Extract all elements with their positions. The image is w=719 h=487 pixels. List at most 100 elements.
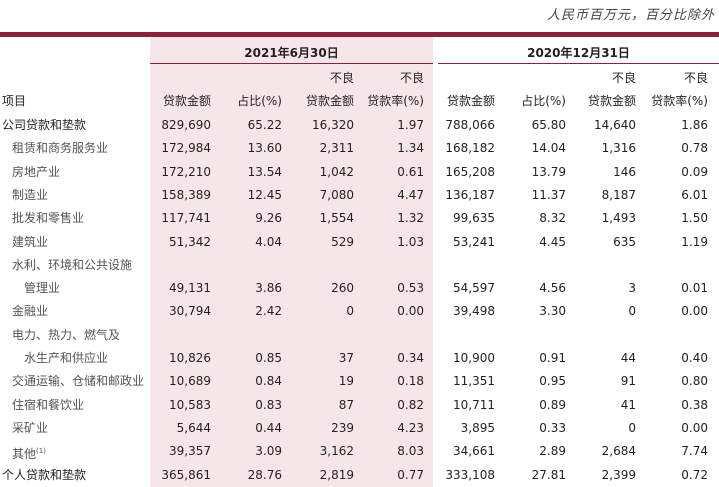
top-divider [0, 32, 719, 37]
row-label-text: 公司贷款和垫款 [2, 118, 87, 132]
cell-value: 5,644 [176, 420, 211, 435]
cell-value: 53,241 [453, 234, 495, 249]
cell-value: 44 [620, 351, 636, 365]
cell-value: 0 [628, 420, 636, 435]
cell-value: 1,316 [601, 141, 636, 156]
cell-value: 1.97 [397, 118, 424, 132]
cell-value: 0.38 [681, 397, 708, 412]
cell-value: 8.32 [539, 211, 566, 226]
cell-value: 3.30 [539, 304, 566, 319]
table-row: 公司贷款和垫款 829,690 65.22 16,320 1.97 788,066 65.8… [0, 114, 719, 137]
table-row: 金融业 30,794 2.42 0 0.00 39,498 3.30 0 0.00 [0, 300, 719, 323]
cell-value: 10,689 [169, 374, 211, 389]
row-label-text: 采矿业 [12, 420, 49, 435]
row-label-text: 房地产业 [12, 164, 61, 179]
cell-value: 11,351 [453, 374, 495, 389]
table-row: 管理业 49,131 3.86 260 0.53 54,597 4.56 3 0.01 [0, 277, 719, 300]
cell-value: 1.32 [397, 211, 424, 226]
cell-value: 91 [620, 374, 636, 389]
cell-value: 1.19 [681, 234, 708, 249]
cell-value: 0.00 [681, 420, 708, 435]
cell-value: 136,187 [445, 187, 495, 202]
row-label: 水生产和供应业 [24, 347, 108, 370]
cell-value: 0.77 [397, 467, 424, 482]
cell-value: 99,635 [453, 211, 495, 226]
cell-value: 10,711 [453, 397, 495, 412]
row-label-text: 电力、热力、燃气及 [12, 327, 121, 342]
cell-value: 54,597 [453, 281, 495, 296]
cell-value: 3 [628, 281, 636, 296]
row-label: 交通运输、仓储和邮政业 [12, 370, 144, 393]
column-header: 贷款率(%) [367, 94, 424, 108]
row-label: 房地产业 [12, 161, 60, 184]
column-header-line2: 项目 贷款金额 占比(%) 贷款金额 贷款率(%) 贷款金额 占比(%) 贷款金额 贷款率(%) [0, 90, 719, 113]
cell-value: 2,684 [601, 444, 636, 459]
cell-value: 2,399 [601, 467, 636, 482]
row-label-text: 租赁和商务服务业 [12, 141, 109, 156]
table-row: 采矿业 5,644 0.44 239 4.23 3,895 0.33 0 0.00 [0, 417, 719, 440]
table-row: 房地产业 172,210 13.54 1,042 0.61 165,208 13.79 146… [0, 161, 719, 184]
row-label-text: 金融业 [12, 304, 49, 319]
row-label: 制造业 [12, 184, 48, 207]
cell-value: 8.03 [397, 444, 424, 459]
row-label: 租赁和商务服务业 [12, 137, 108, 160]
cell-value: 0.95 [539, 374, 566, 389]
cell-value: 260 [331, 281, 354, 296]
row-label-text: 水利、环境和公共设施 [12, 257, 133, 272]
cell-value: 0.91 [539, 351, 566, 365]
cell-value: 3.86 [255, 281, 282, 296]
table-row: 电力、热力、燃气及 [0, 324, 719, 347]
cell-value: 13.60 [247, 141, 282, 156]
cell-value: 0.85 [255, 351, 282, 365]
cell-value: 7.74 [681, 444, 708, 459]
cell-value: 529 [331, 234, 354, 249]
column-header: 占比(%) [521, 94, 566, 108]
cell-value: 6.01 [681, 187, 708, 202]
row-label: 住宿和餐饮业 [12, 394, 84, 417]
cell-value: 19 [338, 374, 354, 389]
cell-value: 1,554 [319, 211, 354, 226]
table-row: 批发和零售业 117,741 9.26 1,554 1.32 99,635 8.32 1,49… [0, 207, 719, 230]
cell-value: 10,583 [169, 397, 211, 412]
cell-value: 0.40 [681, 351, 708, 365]
cell-value: 172,984 [161, 141, 211, 156]
cell-value: 1.50 [681, 211, 708, 226]
row-label: 公司贷款和垫款 [2, 114, 86, 137]
cell-value: 34,661 [453, 444, 495, 459]
cell-value: 1.03 [397, 234, 424, 249]
column-header-top: 不良 [611, 71, 636, 85]
cell-value: 39,498 [453, 304, 495, 319]
cell-value: 0.78 [681, 141, 708, 156]
cell-value: 30,794 [169, 304, 211, 319]
row-label: 批发和零售业 [12, 207, 84, 230]
table-row: 建筑业 51,342 4.04 529 1.03 53,241 4.45 635 1.19 [0, 231, 719, 254]
cell-value: 0.61 [397, 164, 424, 179]
cell-value: 4.45 [539, 234, 566, 249]
cell-value: 3,895 [460, 420, 495, 435]
cell-value: 87 [338, 397, 354, 412]
cell-value: 41 [620, 397, 636, 412]
cell-value: 28.76 [247, 467, 282, 482]
row-label: 管理业 [24, 277, 60, 300]
row-label: 电力、热力、燃气及 [12, 324, 120, 347]
cell-value: 829,690 [161, 118, 211, 132]
cell-value: 9.26 [255, 211, 282, 226]
cell-value: 1,042 [319, 164, 354, 179]
row-label: 金融业 [12, 300, 48, 323]
cell-value: 10,826 [169, 351, 211, 365]
table-row: 水利、环境和公共设施 [0, 254, 719, 277]
row-label-text: 批发和零售业 [12, 211, 85, 226]
cell-value: 239 [331, 420, 354, 435]
cell-value: 13.54 [247, 164, 282, 179]
cell-value: 168,182 [445, 141, 495, 156]
cell-value: 4.56 [539, 281, 566, 296]
cell-value: 14,640 [594, 118, 636, 132]
cell-value: 3,162 [319, 444, 354, 459]
row-label: 其他(1) [12, 440, 46, 466]
cell-value: 1,493 [601, 211, 636, 226]
row-label: 个人贷款和垫款 [2, 464, 86, 487]
table-row: 交通运输、仓储和邮政业 10,689 0.84 19 0.18 11,351 0.95 91 0… [0, 370, 719, 393]
cell-value: 37 [338, 351, 354, 365]
cell-value: 165,208 [445, 164, 495, 179]
